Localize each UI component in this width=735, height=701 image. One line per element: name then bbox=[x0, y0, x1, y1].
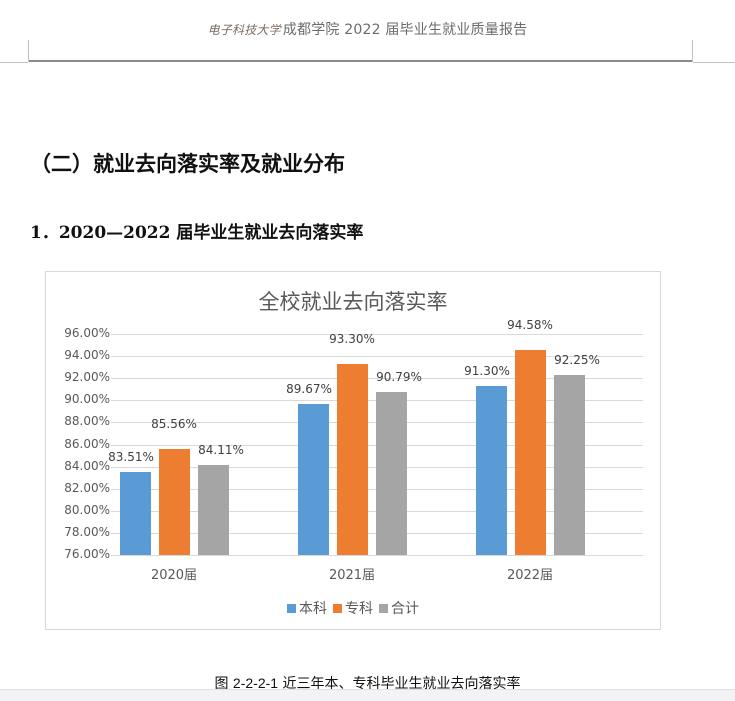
header-divider bbox=[28, 60, 693, 62]
header-title: 电子科技大学 成都学院 2022 届毕业生就业质量报告 bbox=[0, 19, 735, 39]
legend-item-本科[interactable]: 本科 bbox=[287, 598, 327, 618]
data-label: 83.51% bbox=[108, 450, 154, 464]
sub-section-title: 1．2020—2022 届毕业生就业去向落实率 bbox=[30, 223, 364, 243]
y-axis-tick-label: 78.00% bbox=[64, 524, 110, 539]
y-axis-tick-label: 82.00% bbox=[64, 480, 110, 495]
chart-legend: 本科 专科 合计 bbox=[46, 598, 660, 618]
bar-本科-2020届[interactable] bbox=[119, 472, 151, 555]
y-axis-tick-label: 80.00% bbox=[64, 502, 110, 517]
bar-专科-2022届[interactable] bbox=[514, 349, 546, 555]
data-label: 91.30% bbox=[464, 363, 510, 378]
legend-swatch-icon bbox=[379, 603, 388, 613]
legend-label: 合计 bbox=[391, 601, 419, 617]
y-axis-tick-label: 86.00% bbox=[64, 436, 110, 451]
y-axis-tick-label: 94.00% bbox=[64, 348, 110, 363]
legend-label: 专科 bbox=[345, 601, 373, 617]
caption-number: 2-2-2-1 bbox=[232, 675, 279, 691]
university-logo-text: 电子科技大学 bbox=[207, 23, 281, 37]
figure-caption: 图 2-2-2-1 近三年本、专科毕业生就业去向落实率 bbox=[0, 673, 735, 693]
data-label: 84.11% bbox=[198, 443, 244, 458]
y-axis-tick-label: 96.00% bbox=[64, 326, 110, 340]
gridline bbox=[111, 555, 643, 556]
bar-专科-2020届[interactable] bbox=[158, 449, 190, 555]
header-report-title: 成都学院 2022 届毕业生就业质量报告 bbox=[282, 22, 528, 38]
y-axis-tick-label: 90.00% bbox=[64, 392, 110, 407]
legend-item-专科[interactable]: 专科 bbox=[333, 598, 373, 618]
window-bottom-strip bbox=[0, 689, 735, 701]
caption-prefix: 图 bbox=[214, 676, 233, 692]
gridline bbox=[111, 378, 643, 380]
x-axis-category-label: 2020届 bbox=[150, 568, 198, 583]
data-label: 85.56% bbox=[151, 417, 197, 432]
y-axis-tick-label: 92.00% bbox=[64, 370, 110, 385]
chart-title: 全校就业去向落实率 bbox=[258, 290, 448, 314]
legend-swatch-icon bbox=[287, 603, 296, 613]
y-axis-tick-label: 88.00% bbox=[64, 414, 110, 429]
crop-mark-left-h bbox=[0, 62, 28, 63]
y-axis-tick-label: 76.00% bbox=[64, 547, 110, 561]
x-axis-category-label: 2022届 bbox=[506, 568, 554, 583]
bar-本科-2022届[interactable] bbox=[475, 385, 507, 555]
bar-本科-2021届[interactable] bbox=[297, 403, 329, 555]
data-label: 90.79% bbox=[376, 369, 422, 384]
gridline bbox=[111, 334, 643, 335]
x-axis-category-label: 2021届 bbox=[328, 568, 376, 583]
gridline bbox=[111, 356, 643, 358]
data-label: 93.30% bbox=[329, 331, 375, 346]
data-label: 89.67% bbox=[286, 381, 332, 396]
crop-mark-right-h bbox=[693, 62, 735, 63]
bar-chart[interactable]: 全校就业去向落实率 96.00% 94.00% 92.00% 90.00% 88.00%… bbox=[45, 271, 661, 630]
legend-item-合计[interactable]: 合计 bbox=[379, 598, 419, 618]
legend-label: 本科 bbox=[299, 601, 327, 617]
data-label: 94.58% bbox=[507, 317, 553, 332]
legend-swatch-icon bbox=[333, 603, 342, 613]
y-axis-tick-label: 84.00% bbox=[64, 458, 110, 473]
caption-text: 近三年本、专科毕业生就业去向落实率 bbox=[278, 676, 521, 692]
data-label: 92.25% bbox=[554, 353, 600, 368]
crop-mark-right-v bbox=[692, 40, 693, 62]
bar-合计-2020届[interactable] bbox=[197, 465, 229, 555]
bar-合计-2022届[interactable] bbox=[553, 375, 585, 555]
section-title: （二）就业去向落实率及就业分布 bbox=[30, 151, 345, 176]
bar-专科-2021届[interactable] bbox=[336, 363, 368, 555]
bar-合计-2021届[interactable] bbox=[375, 391, 407, 555]
crop-mark-left-v bbox=[28, 40, 29, 62]
